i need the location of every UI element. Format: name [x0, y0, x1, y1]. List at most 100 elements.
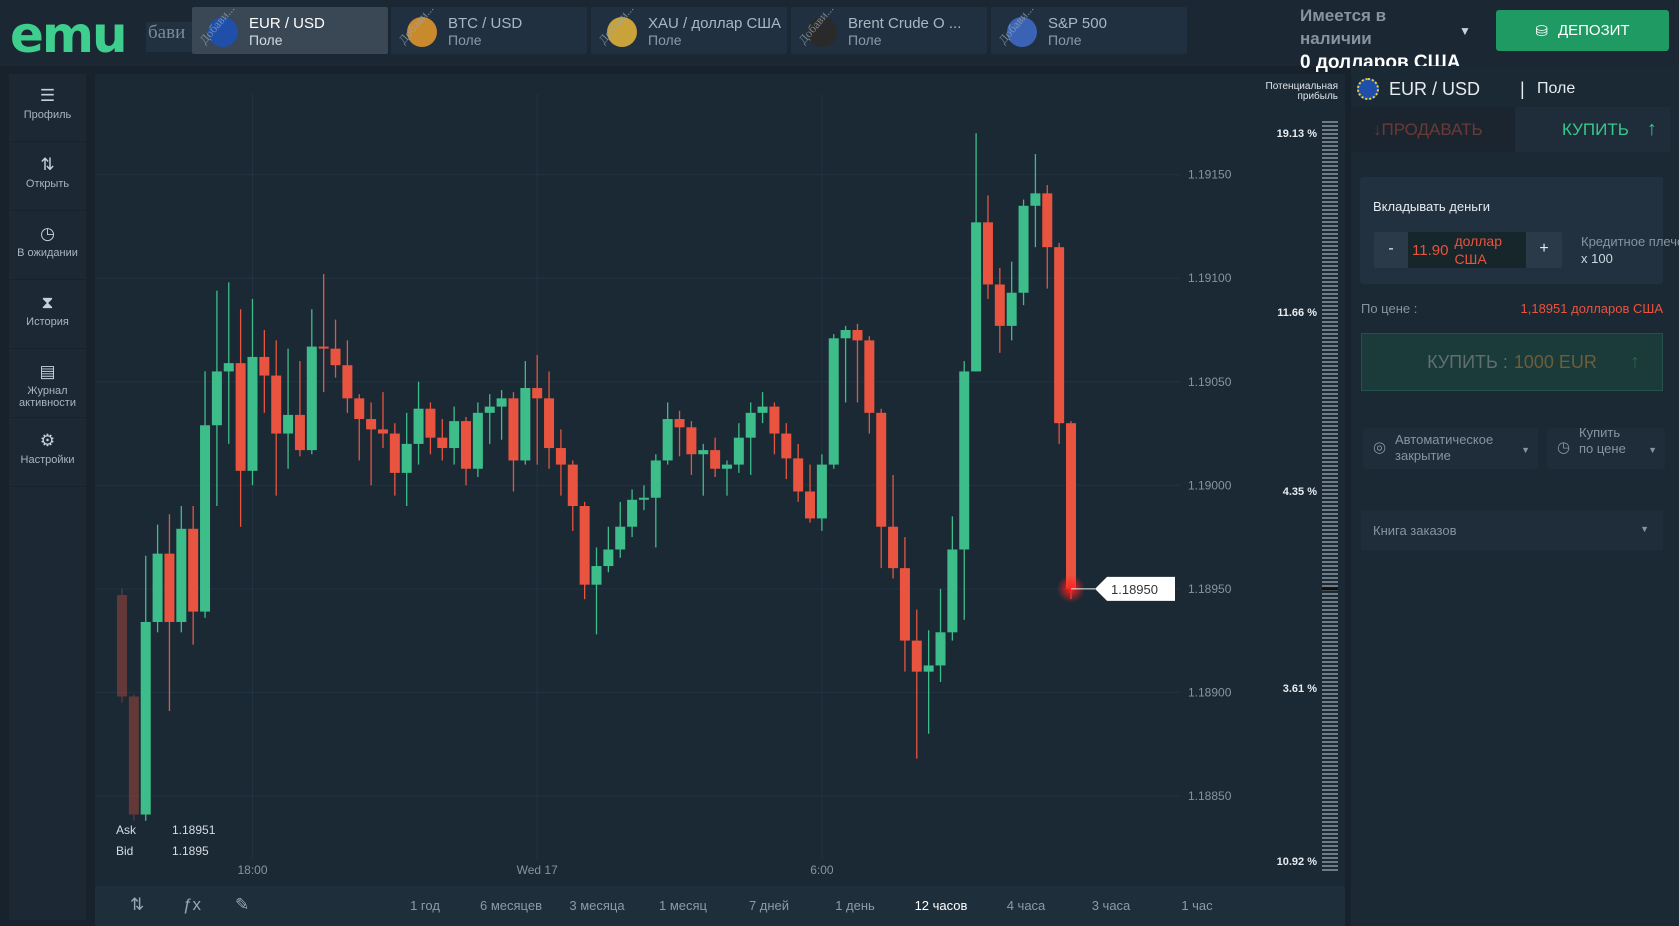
candle — [401, 412, 412, 507]
candle-body — [377, 429, 388, 434]
sidebar-item[interactable]: ☰ Профиль — [9, 74, 86, 142]
balance-dropdown-icon[interactable]: ▼ — [1459, 24, 1471, 38]
candle-body — [935, 632, 946, 666]
sidebar-item[interactable]: ◷ В ожидании — [9, 212, 86, 280]
candle — [223, 282, 234, 444]
candle — [425, 402, 436, 455]
candle — [140, 555, 151, 821]
y-tick-label: 1.18950 — [1188, 582, 1232, 596]
tab-name: XAU / доллар США — [648, 15, 782, 32]
candle-body — [283, 414, 294, 434]
candle — [283, 348, 294, 469]
gear-icon: ⚙ — [39, 431, 56, 450]
timeframe-option[interactable]: 1 день — [835, 898, 875, 913]
timeframe-option[interactable]: 7 дней — [748, 898, 790, 913]
sidebar: ☰ Профиль ⇅ Открыть ◷ В ожидании ⧗ История ▤ Журн… — [9, 74, 86, 920]
timeframe-option[interactable]: 3 часа — [1091, 898, 1131, 913]
amount-input[interactable]: 11.90 доллар США — [1408, 232, 1526, 268]
function-icon[interactable]: ƒx — [183, 895, 201, 914]
instrument-tab[interactable]: Добави... BTC / USD Поле — [391, 7, 587, 54]
separator: | — [1520, 79, 1525, 99]
indicators-icon[interactable]: ⇅ — [130, 895, 145, 914]
candle — [413, 381, 424, 465]
candle — [200, 371, 211, 618]
candle-body — [330, 348, 341, 366]
candle — [437, 419, 448, 461]
candle-body — [662, 419, 673, 461]
sell-tab[interactable]: ↓ ПРОДАВАТЬ — [1351, 107, 1515, 152]
current-price-label: 1.18950 — [1111, 582, 1158, 597]
bid-value: 1.1895 — [172, 844, 209, 858]
timeframe-option[interactable]: 1 месяц — [659, 898, 707, 913]
candle — [544, 371, 555, 469]
candle — [366, 402, 377, 486]
candle-body — [805, 491, 816, 519]
buy-tab[interactable]: КУПИТЬ ↑ — [1515, 107, 1670, 152]
candle-body — [1042, 193, 1053, 248]
sidebar-item[interactable]: ⇅ Открыть — [9, 143, 86, 211]
timeframe-option[interactable]: 4 часа — [1006, 898, 1046, 913]
decrease-button[interactable]: - — [1388, 240, 1394, 257]
y-tick-label: 1.19100 — [1188, 271, 1232, 285]
chart-area[interactable]: 1.19150 1.19100 1.19050 1.19000 1.18950 1.189… — [95, 74, 1345, 886]
candle — [330, 319, 341, 378]
logo[interactable]: emu — [10, 6, 128, 64]
candle-body — [449, 421, 460, 449]
candle — [876, 408, 887, 569]
instrument-tab[interactable]: Добави... EUR / USD Поле — [192, 7, 388, 54]
candle — [1054, 243, 1065, 444]
balance-label[interactable]: Имеется в наличии — [1300, 6, 1387, 48]
candle-body — [852, 330, 863, 341]
target-icon: ◎ — [1373, 439, 1387, 456]
add-instrument-text[interactable]: бави — [146, 22, 192, 52]
candle — [698, 443, 709, 496]
candle-body — [294, 414, 305, 451]
order-book-dropdown[interactable]: Книга заказов ▼ — [1361, 510, 1663, 550]
auto-close-dropdown[interactable]: ◎ Автоматическое закрытие ▼ — [1363, 428, 1538, 469]
timeframe-option[interactable]: 6 месяцев — [480, 898, 542, 913]
candle — [176, 506, 187, 633]
sidebar-item[interactable]: ▤ Журнал активности — [9, 350, 86, 418]
increase-button[interactable]: + — [1539, 240, 1549, 257]
tab-name: Brent Crude O ... — [848, 15, 962, 32]
buy-at-price-dropdown[interactable]: ◷ Купить по цене ▼ — [1547, 428, 1665, 469]
candle — [994, 267, 1005, 353]
sidebar-item-label: История — [26, 316, 69, 328]
buy-submit-button[interactable]: КУПИТЬ :1000 EUR ↑ — [1361, 333, 1663, 391]
profit-scale-label: 10.92 % — [1277, 856, 1318, 868]
candle-body — [354, 398, 365, 420]
deposit-button[interactable]: ⛁ ДЕПОЗИТ — [1496, 10, 1669, 51]
sidebar-item[interactable]: ⚙ Настройки — [9, 419, 86, 487]
timeframe-option[interactable]: 1 год — [410, 898, 440, 913]
instrument-tab[interactable]: Добави... S&P 500 Поле — [991, 7, 1187, 54]
timeframe-option[interactable]: 12 часов — [914, 898, 968, 913]
candle-body — [117, 595, 127, 697]
candle — [923, 630, 934, 734]
menu-icon: ☰ — [39, 86, 56, 105]
candle — [911, 609, 922, 759]
candle — [532, 354, 543, 465]
timeframe-option[interactable]: 1 час — [1181, 898, 1213, 913]
sidebar-item-label: В ожидании — [17, 247, 78, 259]
panel-instrument-name: EUR / USD — [1389, 78, 1481, 99]
timeframe-option[interactable]: 3 месяца — [569, 898, 625, 913]
candle — [674, 410, 685, 457]
candle — [294, 361, 305, 457]
sidebar-item-label: Настройки — [20, 454, 75, 466]
candle-body — [544, 398, 555, 449]
candle — [449, 406, 460, 465]
tab-subtitle: Поле — [648, 32, 682, 48]
sidebar-item[interactable]: ⧗ История — [9, 281, 86, 349]
candle-body — [579, 506, 590, 585]
candle — [650, 454, 661, 548]
instrument-tab[interactable]: Добави... XAU / доллар США Поле — [591, 7, 787, 54]
instrument-tab[interactable]: Добави... Brent Crude O ... Поле — [791, 7, 987, 54]
candle-body — [1018, 205, 1029, 293]
candle-body — [721, 464, 732, 469]
brush-icon[interactable]: ✎ — [235, 895, 250, 914]
buy-at-price-label: Купить по цене — [1579, 428, 1626, 456]
candle-body — [247, 356, 258, 471]
candlestick-chart[interactable]: 1.19150 1.19100 1.19050 1.19000 1.18950 1.189… — [95, 74, 1345, 886]
y-tick-label: 1.18850 — [1188, 789, 1232, 803]
eu-flag-icon — [208, 17, 238, 47]
